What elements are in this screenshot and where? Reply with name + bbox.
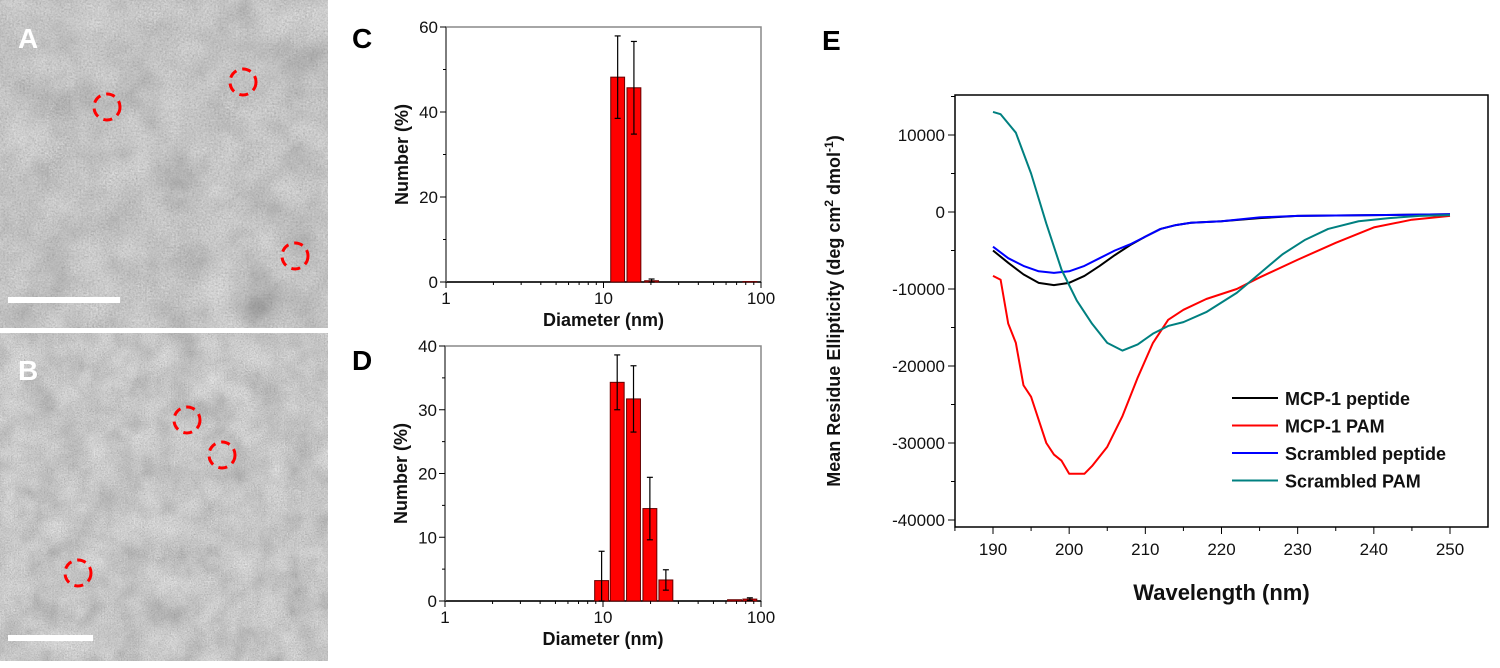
scale-bar — [8, 297, 120, 303]
y-axis-label: Mean Residue Ellipticity (deg cm2 dmol-1… — [822, 135, 844, 486]
x-tick-label: 220 — [1207, 540, 1235, 559]
plot-frame — [446, 27, 761, 282]
y-tick-label: 10 — [418, 528, 437, 547]
panel-label-d: D — [352, 345, 372, 376]
x-axis-label: Diameter (nm) — [542, 629, 663, 649]
micrograph-b: B — [0, 333, 328, 661]
x-tick-label: 1 — [441, 289, 450, 308]
legend-label: Scrambled peptide — [1285, 444, 1446, 464]
panel-label-a: A — [18, 23, 38, 54]
y-tick-label: 30 — [418, 401, 437, 420]
panel-label-b: B — [18, 355, 38, 386]
y-axis-label: Number (%) — [392, 104, 412, 205]
series-line-scrambled-pam — [993, 112, 1450, 351]
x-tick-label: 100 — [747, 608, 775, 627]
y-tick-label: -20000 — [892, 357, 945, 376]
y-tick-label: 40 — [418, 337, 437, 356]
x-tick-label: 100 — [747, 289, 775, 308]
y-tick-label: 0 — [428, 592, 437, 611]
y-tick-label: 60 — [419, 18, 438, 37]
micrograph-a: A — [0, 0, 328, 328]
legend-label: MCP-1 PAM — [1285, 417, 1385, 437]
y-tick-label: -30000 — [892, 434, 945, 453]
x-tick-label: 190 — [979, 540, 1007, 559]
chart-d: 1 10 100 0 10 20 30 40 Diameter (nm) Number (%) — [391, 337, 775, 649]
x-tick-label: 250 — [1436, 540, 1464, 559]
y-tick-label: 20 — [419, 188, 438, 207]
x-tick-label: 10 — [594, 608, 613, 627]
legend-label: Scrambled PAM — [1285, 472, 1421, 492]
chart-e: Mean Residue Ellipticity (deg cm2 dmol-1… — [822, 95, 1488, 605]
y-tick-label: -40000 — [892, 511, 945, 530]
x-tick-label: 210 — [1131, 540, 1159, 559]
y-axis-label: Number (%) — [391, 423, 411, 524]
y-tick-label: 10000 — [898, 126, 945, 145]
y-tick-label: 0 — [936, 203, 945, 222]
x-tick-label: 10 — [594, 289, 613, 308]
bar — [610, 382, 624, 601]
x-axis-label: Wavelength (nm) — [1133, 580, 1309, 605]
plot-frame — [445, 346, 761, 601]
scale-bar — [8, 635, 93, 641]
series-line-scrambled-peptide — [993, 214, 1450, 273]
y-tick-label: 40 — [419, 103, 438, 122]
x-tick-label: 240 — [1360, 540, 1388, 559]
chart-c: 1 10 100 0 20 40 60 Diameter (nm) Number (%) — [392, 18, 775, 330]
y-tick-label: 20 — [418, 465, 437, 484]
panel-label-c: C — [352, 23, 372, 54]
y-tick-label: 0 — [429, 273, 438, 292]
y-tick-label: -10000 — [892, 280, 945, 299]
x-axis-label: Diameter (nm) — [543, 310, 664, 330]
x-tick-label: 1 — [440, 608, 449, 627]
bar — [728, 600, 742, 601]
panel-label-e: E — [822, 25, 841, 56]
x-tick-label: 200 — [1055, 540, 1083, 559]
legend-label: MCP-1 peptide — [1285, 389, 1410, 409]
x-tick-label: 230 — [1283, 540, 1311, 559]
